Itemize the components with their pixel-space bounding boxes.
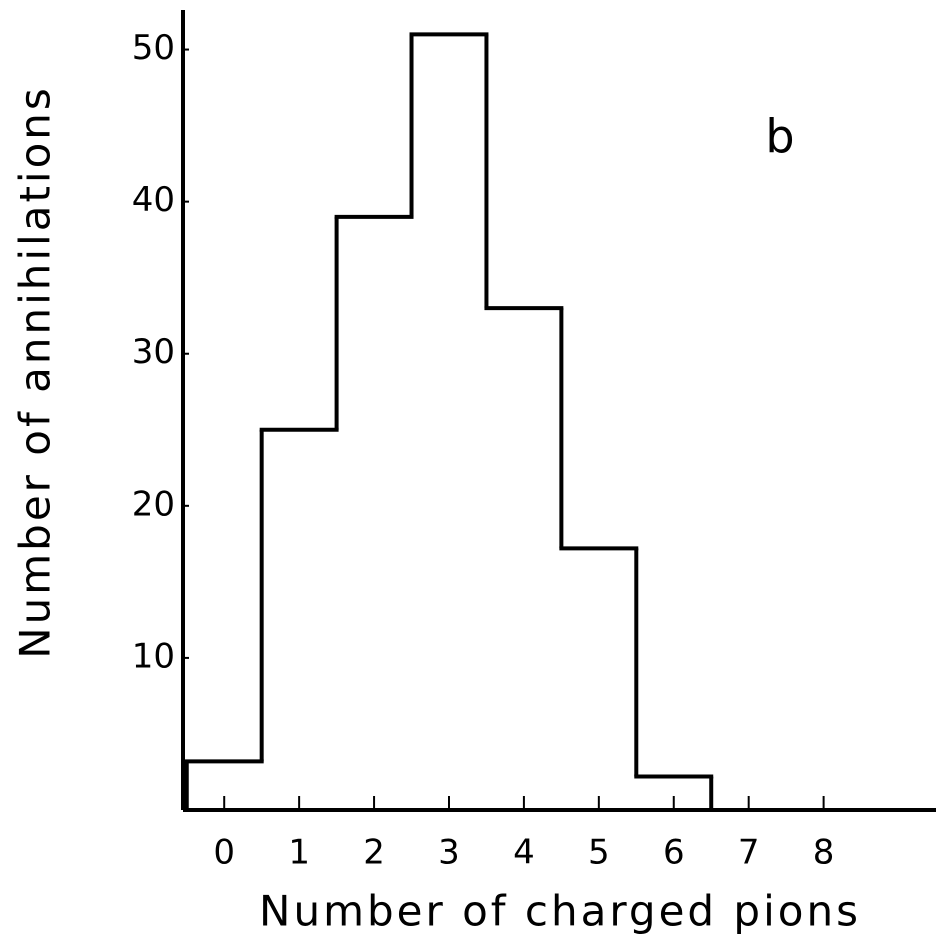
y-tick-label: 40 bbox=[132, 180, 175, 220]
y-tick-label: 10 bbox=[132, 636, 175, 676]
x-tick-label: 7 bbox=[738, 833, 760, 873]
y-tick-label: 20 bbox=[132, 484, 175, 524]
x-tick-label: 6 bbox=[663, 833, 685, 873]
annotation: b bbox=[765, 110, 794, 164]
x-tick-label: 1 bbox=[288, 833, 310, 873]
x-tick-label: 5 bbox=[588, 833, 610, 873]
x-axis-label: Number of charged pions bbox=[259, 887, 861, 936]
y-tick-label: 30 bbox=[132, 332, 175, 372]
x-tick-label: 0 bbox=[213, 833, 235, 873]
y-axis-label: Number of annihilations bbox=[11, 85, 60, 659]
x-tick-label: 3 bbox=[438, 833, 460, 873]
x-tick-label: 8 bbox=[813, 833, 835, 873]
x-tick-label: 2 bbox=[363, 833, 385, 873]
x-tick-label: 4 bbox=[513, 833, 535, 873]
y-tick-label: 50 bbox=[132, 28, 175, 68]
